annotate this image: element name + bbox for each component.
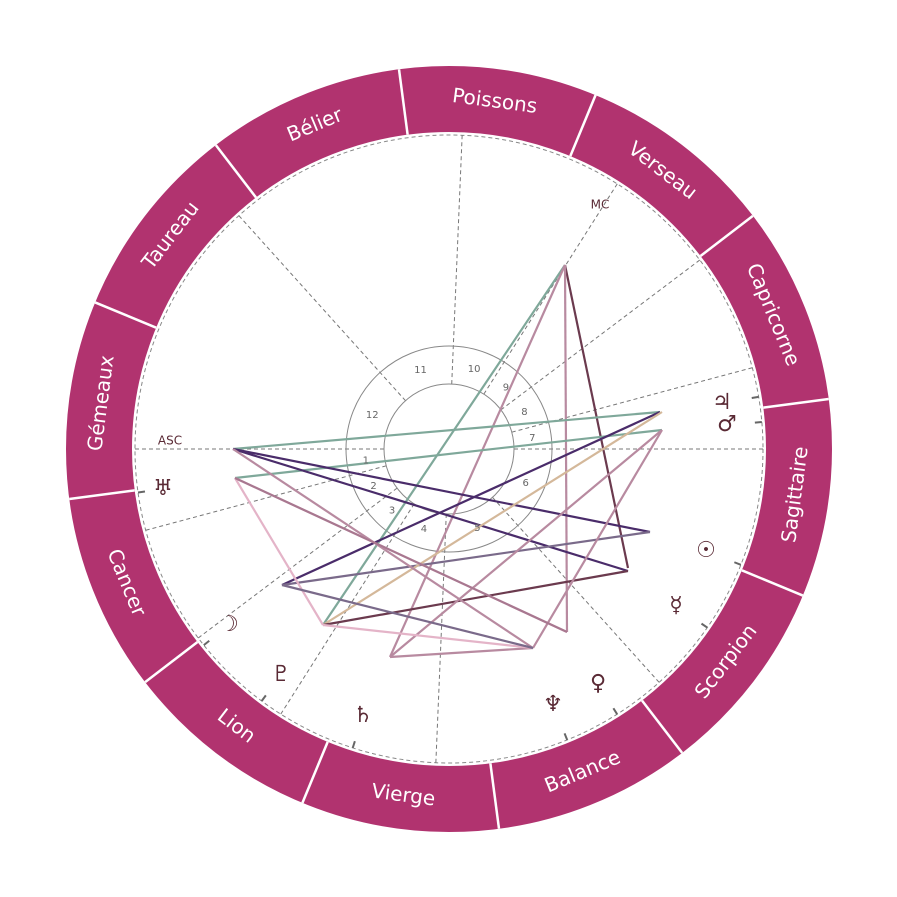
aspect — [563, 264, 569, 633]
sign-divider — [94, 301, 157, 329]
sign-divider — [699, 214, 754, 258]
planet-tick — [733, 561, 742, 566]
planet-glyph: ♅ — [153, 476, 173, 501]
sign-divider — [763, 397, 829, 409]
sign-divider — [144, 640, 199, 684]
house-number: 7 — [529, 433, 535, 444]
planet-glyph: ☉ — [696, 538, 716, 563]
aspect — [281, 410, 661, 587]
sign-divider — [640, 699, 684, 754]
asc-label: ASC — [158, 434, 182, 448]
planet-glyph: ♆ — [543, 692, 563, 717]
planet-tick — [754, 420, 762, 424]
planet-glyph: ☿ — [669, 593, 683, 618]
planet-glyph: ♂ — [717, 412, 737, 437]
aspect — [532, 429, 663, 649]
aspect — [232, 447, 629, 573]
aspect — [232, 448, 534, 649]
zodiac-ring — [66, 66, 832, 832]
house-cusps — [135, 135, 763, 763]
planet-tick — [137, 490, 146, 494]
planet-tick — [563, 733, 569, 741]
sign-divider — [214, 144, 258, 199]
house-number: 3 — [389, 506, 395, 517]
aspect — [389, 646, 534, 659]
house-ring-inner — [383, 383, 515, 515]
planet-glyph: ☽ — [219, 612, 239, 637]
sign-divider — [397, 69, 409, 135]
aspect — [234, 428, 663, 480]
aspect — [322, 569, 629, 627]
house-cusp — [500, 259, 701, 411]
planet-tick — [700, 622, 708, 629]
planet-tick — [203, 640, 210, 646]
sign-divider — [301, 741, 329, 804]
aspect — [234, 477, 568, 633]
aspect — [232, 447, 651, 534]
sign-divider — [741, 569, 804, 597]
aspect — [281, 583, 534, 650]
house-number: 6 — [523, 478, 529, 489]
aspect — [281, 530, 651, 587]
planet-glyph: ♃ — [712, 390, 732, 415]
planet-glyph: ♄ — [353, 703, 373, 728]
sign-divider — [569, 94, 597, 157]
house-cusp — [483, 183, 618, 395]
house-number: 2 — [370, 481, 376, 492]
aspect — [234, 477, 324, 626]
aspect — [322, 411, 663, 626]
aspect — [322, 264, 566, 626]
planet-tick — [751, 395, 759, 399]
house-cusp — [238, 215, 406, 402]
planet-tick — [351, 740, 356, 749]
house-number: 1 — [363, 455, 369, 466]
aspect — [388, 264, 567, 658]
planet-glyph: ♇ — [271, 662, 291, 687]
house-ring-outer — [345, 345, 553, 553]
sign-divider — [489, 763, 501, 829]
house-number: 11 — [414, 365, 427, 376]
aspect-lines — [232, 264, 663, 659]
house-number: 4 — [421, 524, 427, 535]
aspect — [232, 410, 661, 451]
house-number: 8 — [521, 407, 527, 418]
mc-label: MC — [591, 198, 610, 212]
aspect — [389, 429, 663, 658]
planet-glyph: ♀ — [590, 671, 606, 696]
sign-divider — [69, 489, 135, 501]
aspect — [322, 623, 534, 650]
planet-tick — [612, 707, 618, 715]
planet-tick — [260, 694, 267, 702]
house-number: 9 — [503, 382, 509, 393]
house-number: 5 — [474, 523, 480, 534]
house-number: 12 — [366, 410, 379, 421]
house-number: 10 — [468, 364, 481, 375]
